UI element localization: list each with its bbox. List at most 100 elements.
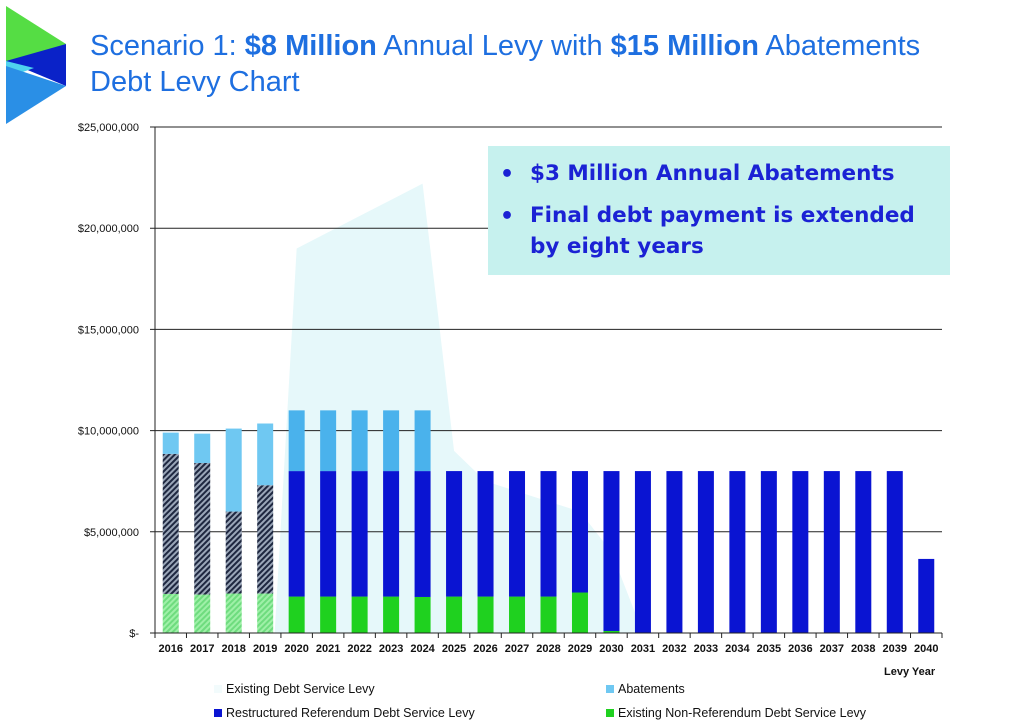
bar-restructured-2040 xyxy=(918,558,935,633)
legend-label: Restructured Referendum Debt Service Lev… xyxy=(226,706,475,720)
callout-item-abatements: $3 Million Annual Abatements xyxy=(530,161,895,186)
y-tick-label: $5,000,000 xyxy=(84,527,139,539)
legend-swatch xyxy=(606,709,614,717)
y-tick-label: $25,000,000 xyxy=(78,122,139,134)
bar-restructured-2023 xyxy=(383,471,400,597)
legend-item-restructured: Restructured Referendum Debt Service Lev… xyxy=(214,706,475,720)
y-tick-label: $20,000,000 xyxy=(78,223,139,235)
bar-restructured-2024 xyxy=(414,471,431,597)
x-tick-label: 2028 xyxy=(536,643,560,655)
x-tick-label: 2019 xyxy=(253,643,277,655)
x-tick-label: 2036 xyxy=(788,643,812,655)
legend-swatch xyxy=(214,709,222,717)
bar-restructured-2029 xyxy=(571,471,588,593)
bar-non_referendum-2029 xyxy=(571,592,588,633)
bar-restructured-2031 xyxy=(634,471,651,633)
bar-abatements-2017 xyxy=(194,433,211,463)
title-emphasis: $8 Million xyxy=(244,30,377,62)
bar-restructured-2022 xyxy=(351,471,368,597)
x-tick-label: 2035 xyxy=(757,643,781,655)
bar-abatements-2020 xyxy=(288,410,305,472)
bar-existing-2016 xyxy=(162,453,179,594)
legend-swatch xyxy=(214,685,222,693)
y-tick-label: $15,000,000 xyxy=(78,324,139,336)
bar-non_referendum-2030 xyxy=(603,630,620,633)
x-tick-label: 2024 xyxy=(410,643,435,655)
bar-restructured-2028 xyxy=(540,471,557,597)
bar-restructured-2037 xyxy=(823,471,840,633)
bar-abatements-2016 xyxy=(162,432,179,454)
bullet: • xyxy=(500,162,515,187)
x-tick-label: 2016 xyxy=(158,643,182,655)
bar-restructured-2038 xyxy=(855,471,872,633)
bar-abatements-2023 xyxy=(383,410,400,472)
page-title: Scenario 1: $8 Million Annual Levy with … xyxy=(90,30,920,63)
x-tick-label: 2039 xyxy=(883,643,907,655)
x-tick-label: 2021 xyxy=(316,643,340,655)
x-tick-label: 2020 xyxy=(284,643,308,655)
logo-icon xyxy=(6,6,66,124)
legend-item-existing: Existing Debt Service Levy xyxy=(214,682,375,696)
y-tick-label: $- xyxy=(129,628,139,640)
bar-non_referendum-2016 xyxy=(162,593,179,633)
x-tick-label: 2027 xyxy=(505,643,529,655)
bullet: • xyxy=(500,204,515,229)
callout-box: • $3 Million Annual Abatements • Final d… xyxy=(488,146,950,275)
bar-restructured-2026 xyxy=(477,471,494,597)
bar-non_referendum-2028 xyxy=(540,596,557,633)
bar-restructured-2025 xyxy=(446,471,463,597)
legend-item-non-referendum: Existing Non-Referendum Debt Service Lev… xyxy=(606,706,866,720)
x-tick-label: 2032 xyxy=(662,643,686,655)
bar-restructured-2034 xyxy=(729,471,746,633)
legend-swatch xyxy=(606,685,614,693)
callout-line: Final debt payment is extended xyxy=(530,203,915,228)
x-tick-label: 2033 xyxy=(694,643,718,655)
bar-non_referendum-2021 xyxy=(320,596,337,633)
bar-existing-2017 xyxy=(194,462,211,595)
bar-restructured-2039 xyxy=(886,471,903,633)
x-tick-label: 2029 xyxy=(568,643,592,655)
x-tick-label: 2017 xyxy=(190,643,214,655)
bar-non_referendum-2027 xyxy=(509,596,526,633)
bar-existing-2018 xyxy=(225,511,242,594)
bar-non_referendum-2022 xyxy=(351,596,368,633)
bar-existing-2019 xyxy=(257,485,274,594)
bar-abatements-2024 xyxy=(414,410,431,472)
x-tick-label: 2023 xyxy=(379,643,403,655)
legend-label: Existing Non-Referendum Debt Service Lev… xyxy=(618,706,867,720)
bar-abatements-2021 xyxy=(320,410,337,472)
x-tick-label: 2038 xyxy=(851,643,875,655)
bar-non_referendum-2017 xyxy=(194,594,211,633)
x-tick-label: 2034 xyxy=(725,643,750,655)
bar-non_referendum-2019 xyxy=(257,593,274,633)
legend-label: Existing Debt Service Levy xyxy=(226,682,375,696)
page-subtitle: Debt Levy Chart xyxy=(90,66,300,98)
title-text: Annual Levy with xyxy=(376,30,611,62)
bar-non_referendum-2020 xyxy=(288,596,305,633)
x-axis-label: Levy Year xyxy=(884,666,936,678)
legend-label: Abatements xyxy=(618,682,685,696)
bar-restructured-2020 xyxy=(288,471,305,597)
x-tick-label: 2037 xyxy=(820,643,844,655)
x-tick-label: 2040 xyxy=(914,643,938,655)
title-text: Scenario 1: xyxy=(90,30,245,62)
bar-restructured-2036 xyxy=(792,471,809,633)
y-tick-label: $10,000,000 xyxy=(78,426,139,438)
bar-restructured-2035 xyxy=(760,471,777,633)
x-tick-label: 2025 xyxy=(442,643,466,655)
bar-abatements-2022 xyxy=(351,410,368,472)
bar-restructured-2021 xyxy=(320,471,337,597)
x-tick-label: 2018 xyxy=(221,643,245,655)
bar-abatements-2018 xyxy=(225,428,242,512)
bar-non_referendum-2026 xyxy=(477,596,494,633)
title-text: Abatements xyxy=(758,30,921,62)
x-tick-label: 2026 xyxy=(473,643,497,655)
bar-non_referendum-2023 xyxy=(383,596,400,633)
bar-restructured-2032 xyxy=(666,471,683,633)
x-tick-label: 2031 xyxy=(631,643,655,655)
x-tick-label: 2030 xyxy=(599,643,623,655)
bar-non_referendum-2024 xyxy=(414,596,431,633)
legend-item-abatements: Abatements xyxy=(606,682,685,696)
bar-non_referendum-2018 xyxy=(225,593,242,633)
